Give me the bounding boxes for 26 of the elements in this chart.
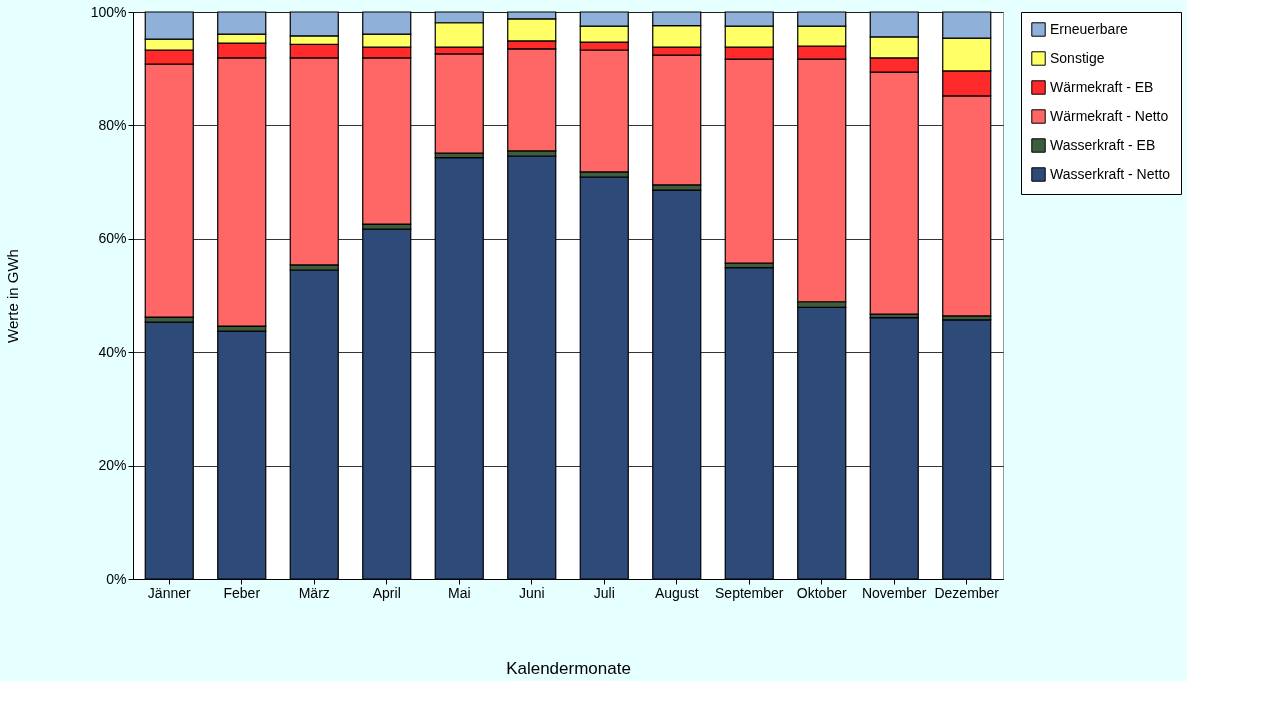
legend-label: Sonstige bbox=[1050, 49, 1105, 66]
y-axis-title: Werte in GWh bbox=[3, 249, 21, 343]
x-tick-label: April bbox=[372, 584, 401, 601]
y-tick-label: 60% bbox=[98, 230, 127, 247]
legend-label: Wärmekraft - EB bbox=[1050, 78, 1154, 95]
y-tick-label: 20% bbox=[98, 457, 127, 474]
x-tick-label: Jänner bbox=[147, 584, 191, 601]
x-tick-label: Juli bbox=[593, 584, 615, 601]
legend-label: Erneuerbare bbox=[1050, 20, 1129, 37]
x-tick-label: Oktober bbox=[796, 584, 847, 601]
legend-label: Wärmekraft - Netto bbox=[1050, 107, 1169, 124]
y-tick-label: 40% bbox=[98, 343, 127, 360]
x-tick-label: Mai bbox=[447, 584, 471, 601]
x-tick-label: September bbox=[715, 584, 784, 601]
x-tick-label: März bbox=[298, 584, 330, 601]
x-tick-label: Dezember bbox=[934, 584, 1000, 601]
x-tick-label: Feber bbox=[223, 584, 261, 601]
y-tick-label: 0% bbox=[106, 570, 127, 587]
x-tick-label: August bbox=[654, 584, 699, 601]
x-axis-title: Kalendermonate bbox=[506, 658, 631, 678]
y-tick-label: 80% bbox=[98, 116, 127, 133]
legend-label: Wasserkraft - Netto bbox=[1050, 165, 1171, 182]
x-tick-label: November bbox=[861, 584, 927, 601]
x-tick-label: Juni bbox=[518, 584, 545, 601]
legend-label: Wasserkraft - EB bbox=[1050, 136, 1156, 153]
y-tick-label: 100% bbox=[90, 3, 127, 20]
